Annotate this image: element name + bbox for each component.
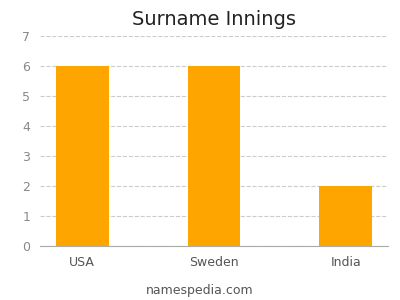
Title: Surname Innings: Surname Innings [132, 10, 296, 29]
Bar [56, 66, 108, 246]
Bar [320, 186, 372, 246]
Bar [188, 66, 240, 246]
Text: namespedia.com: namespedia.com [146, 284, 254, 297]
